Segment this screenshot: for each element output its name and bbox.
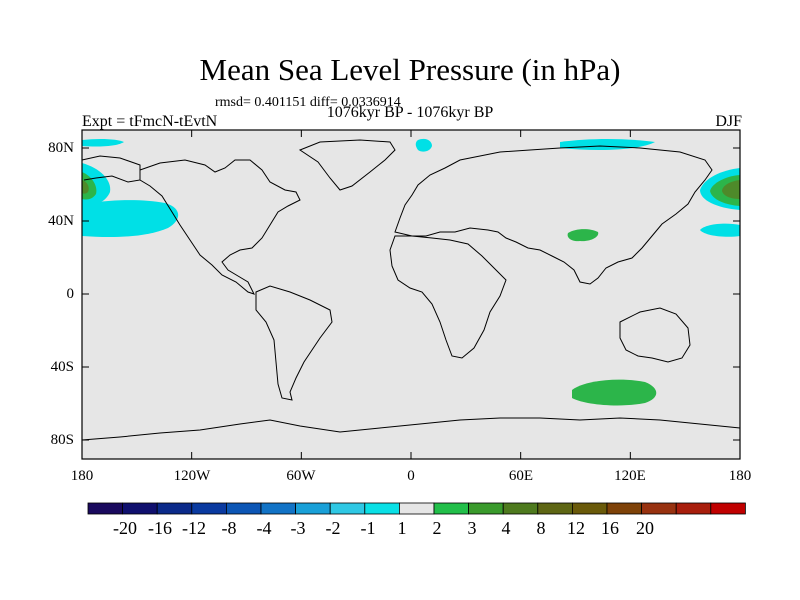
lat-label-80n: 80N — [48, 140, 74, 156]
europe-asia-coast — [394, 145, 713, 285]
colorbar-box — [537, 502, 573, 515]
lat-label-80s: 80S — [50, 432, 74, 448]
north-america-coast — [139, 159, 301, 295]
lat-label-0: 0 — [66, 286, 75, 302]
colorbar-box — [710, 502, 746, 515]
colorbar-label: -4 — [256, 518, 272, 538]
lon-label-180e: 180 — [728, 468, 752, 484]
lat-label-40n: 40N — [48, 213, 74, 229]
colorbar-label: 3 — [467, 518, 477, 538]
anomaly-contours — [82, 138, 740, 406]
south-america-coast — [255, 285, 333, 401]
map-field — [82, 130, 740, 459]
colorbar-box — [191, 502, 227, 515]
antarctica-coast — [81, 417, 741, 441]
season-title: DJF — [715, 113, 742, 130]
colorbar-label: 20 — [636, 518, 654, 538]
africa-coast — [389, 235, 507, 359]
lon-label-60w: 60W — [286, 468, 316, 484]
colorbar-box — [329, 502, 366, 515]
cyan-anomaly-north-pacific-east — [82, 200, 179, 238]
period-title: 1076kyr BP - 1076kyr BP — [326, 104, 494, 121]
colorbar-box — [364, 502, 400, 515]
colorbar-box — [295, 502, 331, 515]
lon-label-120w: 120W — [173, 468, 211, 484]
experiment-title: Expt = tFmcN-tEvtN — [82, 113, 218, 130]
cyan-anomaly-west-pacific — [700, 223, 740, 237]
colorbar-box — [468, 502, 504, 515]
colorbar-label: -12 — [182, 518, 206, 538]
colorbar-label: -2 — [325, 518, 341, 538]
colorbar-label: -1 — [360, 518, 376, 538]
alaska-coast — [81, 155, 141, 183]
rmsd-subtitle: rmsd= 0.401151 diff= 0.0336914 — [215, 95, 401, 110]
strong-green-core-east — [722, 180, 740, 199]
colorbar-box — [398, 502, 435, 515]
colorbar-box — [641, 502, 677, 515]
green-anomaly-tibet — [567, 229, 599, 242]
colorbar-label: 12 — [567, 518, 585, 538]
lon-label-180w: 180 — [70, 468, 94, 484]
colorbar-box — [606, 502, 642, 515]
colorbar-box — [225, 502, 262, 515]
australia-coast — [619, 307, 691, 363]
colorbar-label: -3 — [290, 518, 306, 538]
colorbar-box — [122, 502, 158, 515]
map-title: Mean Sea Level Pressure (in hPa) — [199, 52, 621, 87]
colorbar-box — [156, 502, 193, 515]
green-anomaly-southern-ocean — [572, 379, 657, 406]
colorbar-box — [675, 502, 712, 515]
axis-ticks — [81, 130, 741, 459]
colorbar-box — [502, 502, 539, 515]
colorbar-box — [572, 502, 608, 515]
coastlines — [81, 139, 741, 441]
colorbar-box — [87, 502, 123, 515]
colorbar-label: 16 — [601, 518, 619, 538]
colorbar-label: -16 — [148, 518, 172, 538]
colorbar-label: 2 — [432, 518, 442, 538]
lon-label-60e: 60E — [508, 468, 534, 484]
colorbar — [87, 502, 746, 515]
colorbar-label: -8 — [221, 518, 237, 538]
colorbar-box — [433, 502, 469, 515]
colorbar-label: 8 — [536, 518, 546, 538]
cyan-anomaly-arctic-atlantic — [415, 138, 432, 152]
lon-label-120e: 120E — [614, 468, 646, 484]
lon-label-0: 0 — [407, 468, 415, 484]
lat-label-40s: 40S — [50, 359, 74, 375]
colorbar-box — [260, 502, 296, 515]
colorbar-label: -20 — [113, 518, 137, 538]
colorbar-label: 1 — [397, 518, 407, 538]
greenland-coast — [298, 139, 396, 191]
cyan-anomaly-arctic-west — [82, 138, 124, 147]
colorbar-label: 4 — [501, 518, 511, 538]
strong-green-core-west — [82, 180, 89, 194]
